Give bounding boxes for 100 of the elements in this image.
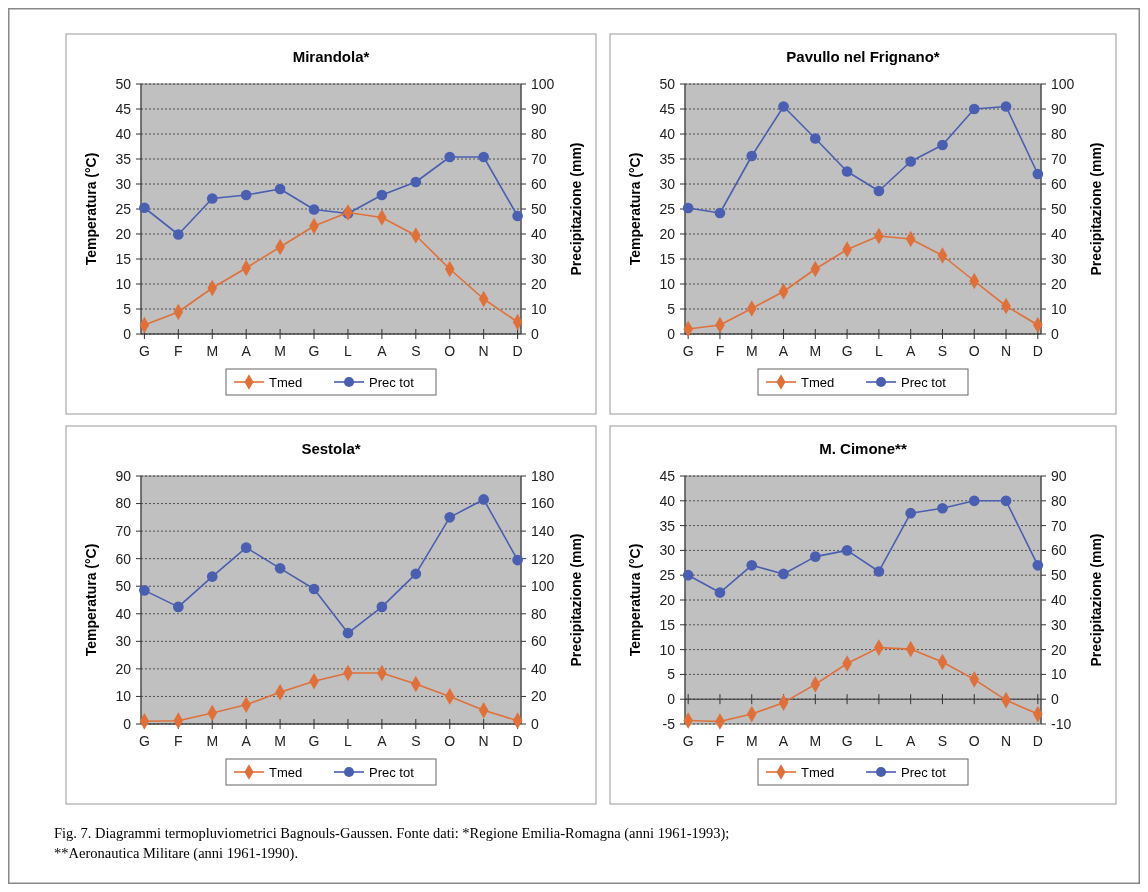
y-tick-label: 40 (659, 492, 676, 509)
point (342, 627, 354, 639)
y-axis-title: Temperatura (°C) (627, 152, 643, 266)
y-tick-label: 45 (659, 467, 676, 484)
point (410, 176, 422, 188)
y2-axis-title: Precipitazione (mm) (568, 142, 584, 276)
point (1032, 559, 1044, 571)
point (746, 150, 758, 162)
legend-label: Prec tot (901, 374, 947, 390)
y2-tick-label: 80 (1051, 492, 1067, 509)
point (444, 511, 456, 523)
y-tick-label: 20 (659, 591, 676, 608)
x-tick-label: M (274, 733, 286, 749)
y-tick-label: 15 (659, 250, 676, 267)
y2-tick-label: 80 (531, 125, 547, 142)
y-tick-label: 20 (659, 225, 676, 242)
x-tick-label: G (841, 733, 853, 749)
y-axis-title: Temperatura (°C) (627, 543, 643, 657)
legend-label: Prec tot (901, 764, 947, 780)
y2-tick-label: 140 (531, 523, 555, 540)
point (512, 554, 523, 566)
x-tick-label: G (682, 343, 694, 359)
point (905, 507, 917, 519)
point (873, 185, 885, 197)
y-tick-label: 15 (659, 616, 676, 633)
x-tick-label: A (778, 343, 789, 359)
x-tick-label: M (809, 733, 822, 749)
legend-label: Prec tot (369, 764, 415, 780)
y-tick-label: -5 (662, 715, 676, 732)
x-tick-label: F (715, 343, 725, 359)
caption: Fig. 7. Diagrammi termopluviometrici Bagnouls-Gaussen. Fonte dati: *Regione Emilia-Romagna (anni 1961-1993); (54, 825, 730, 842)
point (512, 210, 523, 222)
y-tick-label: 45 (659, 100, 676, 117)
y2-tick-label: 50 (531, 200, 547, 217)
y2-tick-label: 80 (531, 605, 547, 622)
x-tick-label: A (241, 733, 252, 749)
y2-tick-label: 60 (531, 633, 547, 650)
y-tick-label: 5 (667, 300, 676, 317)
y2-tick-label: 100 (531, 578, 555, 595)
x-tick-label: F (174, 733, 183, 749)
x-tick-label: S (411, 733, 421, 749)
y-axis-title: Temperatura (°C) (83, 543, 99, 657)
y2-tick-label: 50 (1051, 567, 1067, 584)
y2-tick-label: 20 (531, 275, 547, 292)
y2-tick-label: 30 (1051, 250, 1067, 267)
y-tick-label: 10 (659, 641, 676, 658)
legend-label: Tmed (801, 764, 835, 780)
point (376, 189, 388, 201)
y-tick-label: 70 (115, 523, 132, 540)
point (444, 151, 456, 163)
y2-tick-label: 180 (531, 467, 555, 484)
point (873, 566, 885, 577)
point (139, 202, 150, 214)
x-tick-label: S (411, 343, 421, 359)
y2-tick-label: 30 (1051, 616, 1067, 633)
y-tick-label: 35 (659, 517, 676, 534)
y-tick-label: 30 (115, 175, 132, 192)
x-tick-label: G (308, 733, 320, 749)
x-tick-label: M (745, 343, 758, 359)
y-tick-label: 10 (115, 275, 132, 292)
y-tick-label: 25 (659, 200, 676, 217)
x-tick-label: L (874, 343, 883, 359)
x-tick-label: A (906, 343, 917, 359)
point (240, 542, 252, 553)
point (968, 495, 980, 507)
point (478, 151, 490, 163)
x-tick-label: A (778, 733, 789, 749)
point (905, 156, 917, 167)
point (682, 569, 694, 581)
y2-tick-label: 90 (1051, 467, 1067, 484)
point (841, 545, 853, 556)
y-tick-label: 40 (659, 125, 676, 142)
y-tick-label: 30 (659, 175, 676, 192)
y2-tick-label: 40 (531, 660, 547, 677)
y-tick-label: 25 (115, 200, 132, 217)
x-tick-label: G (841, 343, 853, 359)
y2-tick-label: 0 (1051, 691, 1059, 708)
x-tick-label: D (512, 343, 523, 359)
chart-title: Mirandola* (292, 48, 370, 65)
y2-tick-label: 40 (1051, 591, 1067, 608)
y2-tick-label: 20 (531, 688, 547, 705)
chart-title: M. Cimone** (819, 440, 907, 457)
point (139, 585, 150, 596)
x-tick-label: D (1032, 343, 1043, 359)
point (274, 183, 286, 195)
x-tick-label: O (968, 343, 980, 359)
y2-tick-label: 100 (531, 75, 555, 92)
point (172, 601, 184, 613)
y2-tick-label: 60 (531, 175, 547, 192)
point (937, 502, 948, 514)
point (1000, 495, 1012, 507)
y2-tick-label: 60 (1051, 542, 1067, 559)
y2-tick-label: 70 (531, 150, 547, 167)
x-tick-label: F (715, 733, 725, 749)
y2-tick-label: 90 (1051, 100, 1067, 117)
y2-tick-label: 100 (1051, 75, 1075, 92)
y2-tick-label: 70 (1051, 150, 1067, 167)
point (1000, 101, 1012, 112)
y2-tick-label: 120 (531, 550, 555, 567)
y-tick-label: 20 (115, 225, 132, 242)
